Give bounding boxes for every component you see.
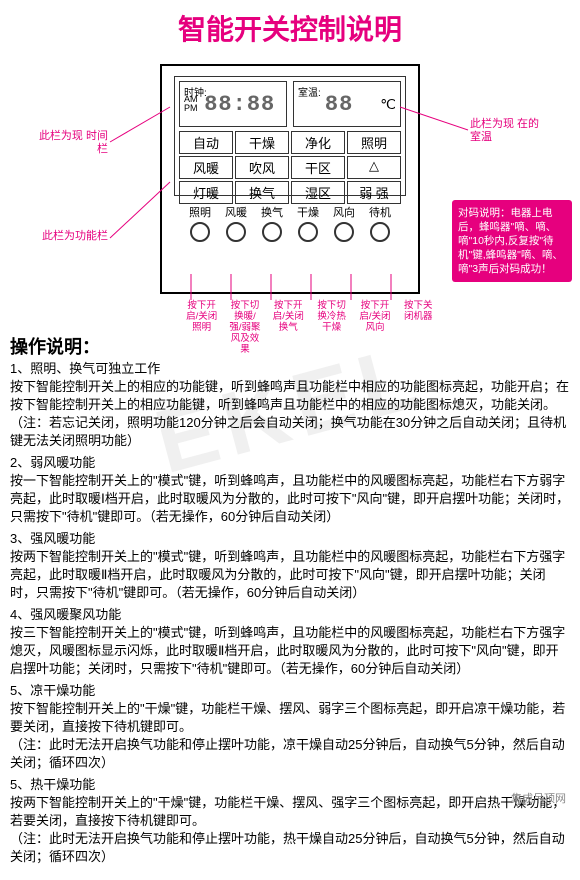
pairing-note: 对码说明：电器上电后，蜂鸣器"嘀、嘀、嘀"10秒内,反复按"待机"键,蜂鸣器"嘀… (452, 200, 572, 282)
mode-5: 吹风 (235, 156, 289, 179)
mode-11: 弱 强 (347, 181, 401, 204)
temp-label: 室温: (298, 84, 321, 99)
source-logo: 集成吊顶网 (511, 790, 566, 806)
button-换气[interactable]: 换气 (261, 204, 283, 242)
mode-8: 灯暖 (179, 181, 233, 204)
instructions: 操作说明： 1、照明、换气可独立工作按下智能控制开关上的相应的功能键，听到蜂鸣声… (0, 332, 580, 880)
arrow-label-0: 按下开启/关闭照明 (186, 300, 218, 355)
button-label: 干燥 (297, 204, 319, 220)
instruction-0: 1、照明、换气可独立工作按下智能控制开关上的相应的功能键，听到蜂鸣声且功能栏中相… (10, 360, 570, 450)
control-panel: 时钟: AM PM 88:88 室温: 88 ℃ 自动干燥净化照明风暖吹风干区△… (160, 64, 420, 294)
mode-2: 净化 (291, 131, 345, 154)
mode-1: 干燥 (235, 131, 289, 154)
instruction-4: 5、凉干燥功能按下智能控制开关上的"干燥"键，功能栏干燥、摆风、弱字三个图标亮起… (10, 682, 570, 772)
button-circle[interactable] (190, 222, 210, 242)
temp-unit: ℃ (380, 96, 396, 113)
button-circle[interactable] (298, 222, 318, 242)
clock-label: 时钟: (184, 84, 207, 99)
button-row: 照明风暖换气干燥风向待机 (182, 204, 398, 242)
lcd-screen: 时钟: AM PM 88:88 室温: 88 ℃ 自动干燥净化照明风暖吹风干区△… (174, 76, 406, 196)
button-label: 换气 (261, 204, 283, 220)
button-待机[interactable]: 待机 (369, 204, 391, 242)
arrow-label-5: 按下关闭机器 (402, 300, 434, 355)
mode-10: 湿区 (291, 181, 345, 204)
page-title: 智能开关控制说明 (0, 0, 580, 52)
mode-4: 风暖 (179, 156, 233, 179)
temp-display: 室温: 88 ℃ (293, 81, 401, 127)
arrow-label-1: 按下切换暖/强/弱聚风及效果 (229, 300, 261, 355)
button-label: 待机 (369, 204, 391, 220)
button-风暖[interactable]: 风暖 (225, 204, 247, 242)
callout-temp: 此栏为现 在的室温 (470, 118, 548, 144)
button-circle[interactable] (226, 222, 246, 242)
button-circle[interactable] (370, 222, 390, 242)
callout-func: 此栏为功能栏 (30, 230, 108, 243)
mode-grid: 自动干燥净化照明风暖吹风干区△ 灯暖换气湿区弱 强 (179, 131, 401, 204)
mode-9: 换气 (235, 181, 289, 204)
button-circle[interactable] (334, 222, 354, 242)
button-风向[interactable]: 风向 (333, 204, 355, 242)
mode-7: △ (347, 156, 401, 179)
arrow-label-2: 按下开启/关闭换气 (272, 300, 304, 355)
button-label: 照明 (189, 204, 211, 220)
instruction-3: 4、强风暖聚风功能按三下智能控制开关上的"模式"键，听到蜂鸣声，且功能栏中的风暖… (10, 606, 570, 678)
button-circle[interactable] (262, 222, 282, 242)
callout-time: 此栏为现 时间栏 (30, 130, 108, 156)
button-label: 风向 (333, 204, 355, 220)
instruction-1: 2、弱风暖功能按一下智能控制开关上的"模式"键，听到蜂鸣声，且功能栏中的风暖图标… (10, 454, 570, 526)
clock-display: 时钟: AM PM 88:88 (179, 81, 287, 127)
button-干燥[interactable]: 干燥 (297, 204, 319, 242)
instruction-5: 5、热干燥功能按两下智能控制开关上的"干燥"键，功能栏干燥、摆风、强字三个图标亮… (10, 776, 570, 866)
arrow-label-4: 按下开启/关闭风向 (359, 300, 391, 355)
panel-area: 时钟: AM PM 88:88 室温: 88 ℃ 自动干燥净化照明风暖吹风干区△… (0, 52, 580, 332)
instruction-2: 3、强风暖功能按两下智能控制开关上的"模式"键，听到蜂鸣声，且功能栏中的风暖图标… (10, 530, 570, 602)
time-digits: 88:88 (198, 92, 283, 117)
arrow-labels: 按下开启/关闭照明按下切换暖/强/弱聚风及效果按下开启/关闭换气按下切换冷热干燥… (180, 300, 440, 355)
button-照明[interactable]: 照明 (189, 204, 211, 242)
button-label: 风暖 (225, 204, 247, 220)
arrow-label-3: 按下切换冷热干燥 (316, 300, 348, 355)
mode-0: 自动 (179, 131, 233, 154)
mode-6: 干区 (291, 156, 345, 179)
mode-3: 照明 (347, 131, 401, 154)
